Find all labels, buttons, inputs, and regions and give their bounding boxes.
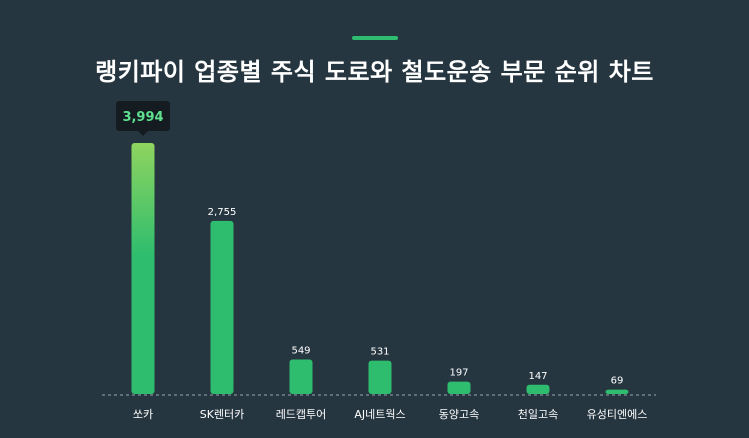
bar-value-label-3: 531 bbox=[370, 347, 389, 358]
chart-title: 랭키파이 업종별 주식 도로와 철도운송 부문 순위 차트 bbox=[95, 58, 654, 86]
category-label-4: 동양고속 bbox=[439, 408, 479, 421]
tooltip-pointer bbox=[138, 131, 148, 136]
bar-value-label-6: 69 bbox=[611, 376, 624, 387]
category-label-3: AJ네트웍스 bbox=[354, 408, 405, 421]
bar-value-label-2: 549 bbox=[291, 345, 310, 356]
bar-5[interactable] bbox=[526, 384, 550, 394]
category-label-5: 천일고속 bbox=[518, 407, 558, 421]
title-accent-line bbox=[352, 36, 398, 40]
category-label-0: 쏘카 bbox=[133, 408, 153, 421]
category-label-6: 유성티엔에스 bbox=[587, 408, 648, 421]
bar-1[interactable] bbox=[210, 220, 234, 394]
bar-value-label-1: 2,755 bbox=[208, 207, 237, 218]
category-label-1: SK렌터카 bbox=[200, 408, 245, 421]
bar-value-label-5: 147 bbox=[528, 371, 547, 382]
bar-value-label-0: 3,994 bbox=[122, 110, 163, 125]
bar-4[interactable] bbox=[447, 381, 471, 394]
bar-2[interactable] bbox=[289, 359, 313, 394]
value-tooltip bbox=[116, 101, 170, 131]
bar-6[interactable] bbox=[605, 389, 629, 394]
category-label-2: 레드캡투어 bbox=[276, 408, 327, 421]
bar-value-label-4: 197 bbox=[449, 368, 468, 379]
bar-0[interactable] bbox=[131, 143, 155, 394]
bar-3[interactable] bbox=[368, 360, 392, 394]
